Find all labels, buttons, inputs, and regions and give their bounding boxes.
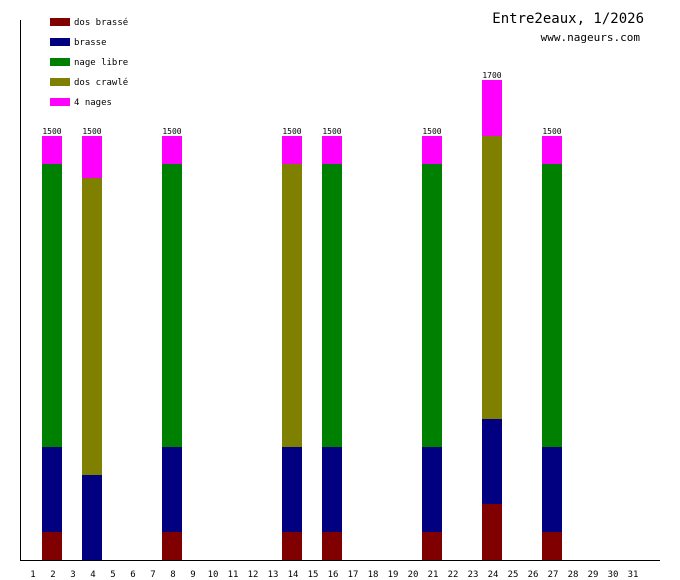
bar-total-day-14: 1500: [282, 127, 301, 136]
x-tick-28: 28: [568, 570, 579, 580]
x-tick-29: 29: [588, 570, 599, 580]
legend-label-0: dos brassé: [74, 17, 128, 28]
bar-day-21-seg-2: [422, 164, 442, 447]
x-tick-9: 9: [190, 570, 195, 580]
bar-total-day-27: 1500: [542, 127, 561, 136]
bar-day-21-seg-4: [422, 136, 442, 164]
bar-day-16-seg-1: [322, 447, 342, 532]
bar-day-8-seg-1: [162, 447, 182, 532]
x-tick-8: 8: [170, 570, 175, 580]
x-tick-21: 21: [428, 570, 439, 580]
legend: dos brassé brasse nage libre dos crawlé 4 na…: [50, 17, 128, 108]
x-tick-11: 11: [228, 570, 239, 580]
x-tick-10: 10: [208, 570, 219, 580]
bar-day-27-seg-1: [542, 447, 562, 532]
x-tick-19: 19: [388, 570, 399, 580]
x-tick-30: 30: [608, 570, 619, 580]
x-tick-20: 20: [408, 570, 419, 580]
chart-title: Entre2eaux, 1/2026: [492, 11, 644, 27]
bar-day-14-seg-0: [282, 532, 302, 560]
legend-label-4: 4 nages: [74, 98, 112, 108]
bar-totals: 1500 1500 1500 1500 1500 1500 1700 1500: [42, 71, 561, 136]
bar-day-16-seg-0: [322, 532, 342, 560]
bar-day-21-seg-0: [422, 532, 442, 560]
bar-day-4-seg-1: [82, 475, 102, 560]
x-tick-12: 12: [248, 570, 259, 580]
bar-day-8-seg-0: [162, 532, 182, 560]
x-tick-16: 16: [328, 570, 339, 580]
legend-label-2: nage libre: [74, 58, 128, 68]
bar-day-27-seg-4: [542, 136, 562, 164]
legend-label-1: brasse: [74, 38, 107, 48]
x-tick-27: 27: [548, 570, 559, 580]
x-tick-1: 1: [30, 570, 35, 580]
chart-site: www.nageurs.com: [541, 31, 641, 44]
x-tick-23: 23: [468, 570, 479, 580]
legend-label-3: dos crawlé: [74, 77, 128, 88]
legend-swatch-4: [50, 98, 70, 106]
x-tick-31: 31: [628, 570, 639, 580]
bar-total-day-4: 1500: [82, 127, 101, 136]
legend-swatch-2: [50, 58, 70, 66]
x-tick-24: 24: [488, 570, 499, 580]
bar-total-day-21: 1500: [422, 127, 441, 136]
bar-day-8-seg-2: [162, 164, 182, 447]
x-tick-5: 5: [110, 570, 115, 580]
bar-day-24-seg-3: [482, 136, 502, 419]
x-tick-22: 22: [448, 570, 459, 580]
bar-total-day-24: 1700: [482, 71, 501, 80]
x-tick-3: 3: [70, 570, 75, 580]
x-tick-17: 17: [348, 570, 359, 580]
bar-day-16-seg-2: [322, 164, 342, 447]
bar-total-day-8: 1500: [162, 127, 181, 136]
bar-day-14-seg-3: [282, 164, 302, 447]
legend-swatch-0: [50, 18, 70, 26]
x-tick-7: 7: [150, 570, 155, 580]
x-tick-25: 25: [508, 570, 519, 580]
bar-day-27-seg-0: [542, 532, 562, 560]
bar-total-day-2: 1500: [42, 127, 61, 136]
bar-day-21-seg-1: [422, 447, 442, 532]
bar-day-24-seg-1: [482, 419, 502, 504]
x-tick-labels: 1 2 3 4 5 6 7 8 9 10 11 12 13 14 15 16 17 18 19 20 21 22 23 24 2…: [30, 570, 638, 580]
bar-day-16-seg-4: [322, 136, 342, 164]
x-tick-4: 4: [90, 570, 95, 580]
x-tick-26: 26: [528, 570, 539, 580]
x-tick-2: 2: [50, 570, 55, 580]
x-tick-13: 13: [268, 570, 279, 580]
bar-day-24-seg-4: [482, 80, 502, 136]
legend-swatch-1: [50, 38, 70, 46]
bar-total-day-16: 1500: [322, 127, 341, 136]
bar-day-2-seg-2: [42, 164, 62, 447]
legend-swatch-3: [50, 78, 70, 86]
bar-day-14-seg-1: [282, 447, 302, 532]
bar-day-24-seg-0: [482, 504, 502, 560]
x-tick-6: 6: [130, 570, 135, 580]
bar-day-4-seg-3: [82, 178, 102, 475]
bar-day-4-seg-4: [82, 136, 102, 178]
x-tick-18: 18: [368, 570, 379, 580]
bar-day-8-seg-4: [162, 136, 182, 164]
bar-day-14-seg-4: [282, 136, 302, 164]
bar-day-2-seg-4: [42, 136, 62, 164]
bar-day-2-seg-0: [42, 532, 62, 560]
bars: [42, 80, 562, 560]
bar-day-2-seg-1: [42, 447, 62, 532]
x-tick-15: 15: [308, 570, 319, 580]
bar-day-27-seg-2: [542, 164, 562, 447]
x-tick-14: 14: [288, 570, 299, 580]
